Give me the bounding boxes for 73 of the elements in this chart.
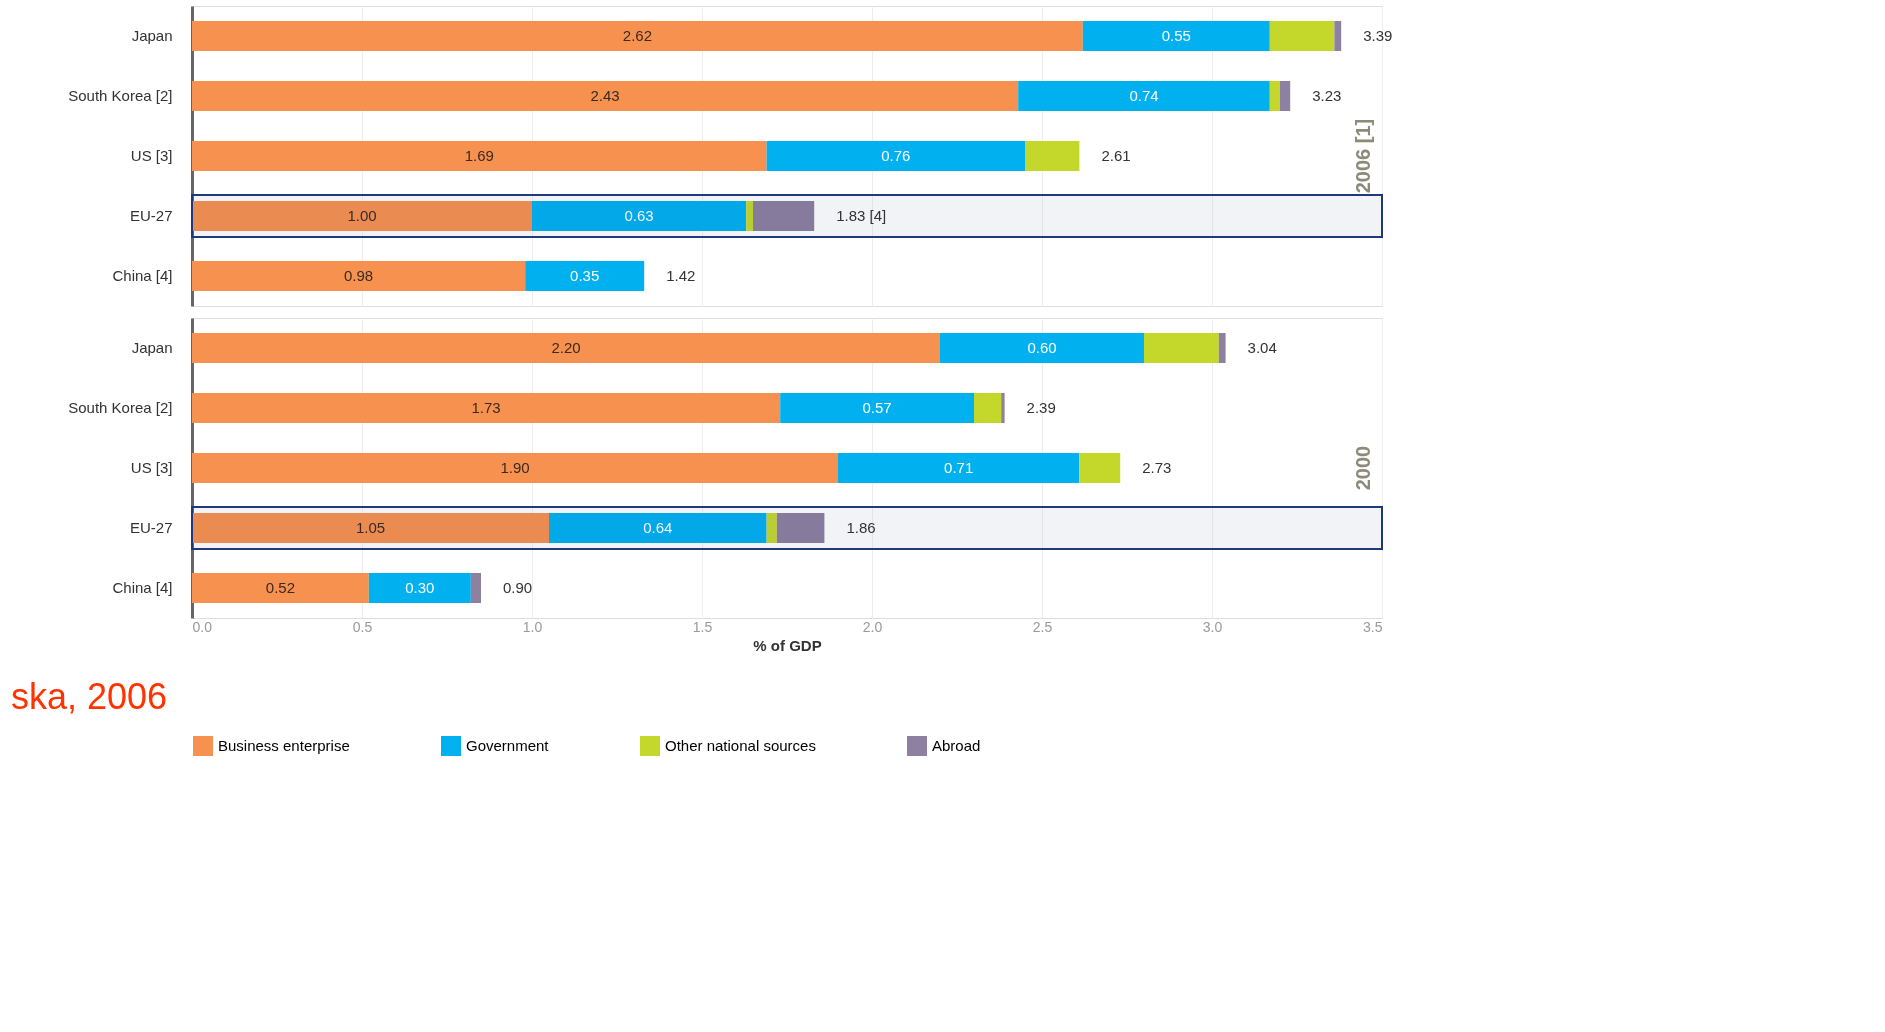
bar <box>192 201 532 231</box>
data-label: 0.76 <box>881 147 911 164</box>
bar <box>1334 21 1342 51</box>
legend-label: Other national sources <box>665 737 816 754</box>
bar <box>192 21 1083 51</box>
y-tick-label: US [3] <box>130 147 173 164</box>
y-tick-label: Japan <box>131 339 173 356</box>
y-tick-label: US [3] <box>130 459 173 476</box>
y-tick-label: EU-27 <box>129 519 173 536</box>
data-label: 2.43 <box>590 87 620 104</box>
legend-label: Government <box>466 737 550 754</box>
total-label: 2.39 <box>1026 399 1056 416</box>
bar <box>192 261 526 291</box>
bar <box>746 201 753 231</box>
y-tick-label: China [4] <box>112 579 173 596</box>
data-label: 0.60 <box>1027 339 1057 356</box>
x-tick-label: 2.0 <box>862 618 883 635</box>
bar <box>532 201 747 231</box>
text: ska, 2006 <box>10 676 167 717</box>
y-tick-label: South Korea [2] <box>68 87 173 104</box>
bar <box>1082 21 1270 51</box>
total-label: 1.83 [4] <box>836 207 887 224</box>
annotation: 0.90 <box>503 579 533 596</box>
total-label: 2.61 <box>1101 147 1131 164</box>
annotation: 1.42 <box>666 267 696 284</box>
bar <box>192 81 1019 111</box>
y-tick-label: China [4] <box>112 267 173 284</box>
bar <box>192 141 767 171</box>
x-tick-label: 3.5 <box>1363 618 1383 635</box>
bar <box>1269 81 1280 111</box>
text: 2006 [1] <box>1352 118 1374 194</box>
bar <box>766 141 1025 171</box>
data-label: 1.05 <box>355 519 386 536</box>
x-tick-label: 3.0 <box>1202 618 1223 635</box>
data-label: 0.98 <box>344 267 374 284</box>
bar <box>1025 141 1080 171</box>
data-label: 1.73 <box>471 399 501 416</box>
data-label: 2.20 <box>551 339 581 356</box>
x-tick-label: 0.0 <box>192 618 213 635</box>
data-label: 2.62 <box>622 27 652 44</box>
data-label: 1.69 <box>464 147 494 164</box>
total-label: 2.73 <box>1142 459 1172 476</box>
legend-label: Business enterprise <box>218 737 350 754</box>
bar <box>1018 81 1270 111</box>
data-label: 0.52 <box>265 579 295 596</box>
data-label: 0.74 <box>1129 87 1159 104</box>
data-label: 0.63 <box>624 207 654 224</box>
total-label: 3.23 <box>1312 87 1342 104</box>
x-tick-label: 1.5 <box>692 618 713 635</box>
data-label: 0.35 <box>570 267 600 284</box>
x-tick-label: 0.5 <box>352 618 373 635</box>
total-label: 3.39 <box>1363 27 1393 44</box>
x-axis-title: % of GDP <box>753 636 822 654</box>
y-tick-label: South Korea [2] <box>68 399 173 416</box>
data-label: 1.90 <box>500 459 530 476</box>
data-label: 0.71 <box>944 459 974 476</box>
data-label: 0.57 <box>862 399 892 416</box>
bar <box>525 261 645 291</box>
data-label: 0.64 <box>643 519 673 536</box>
y-tick-label: EU-27 <box>129 207 173 224</box>
y-tick-label: Japan <box>131 27 173 44</box>
bar <box>1280 81 1291 111</box>
text: 2000 <box>1352 445 1374 491</box>
x-tick-label: 2.5 <box>1032 618 1053 635</box>
bar <box>753 201 815 231</box>
legend-label: Abroad <box>932 737 981 754</box>
total-label: 1.86 <box>846 519 876 536</box>
x-tick-label: 1.0 <box>522 618 543 635</box>
bar <box>1269 21 1335 51</box>
data-label: 0.55 <box>1161 27 1191 44</box>
data-label: 1.00 <box>347 207 377 224</box>
data-label: 0.30 <box>405 579 435 596</box>
total-label: 3.04 <box>1247 339 1277 356</box>
